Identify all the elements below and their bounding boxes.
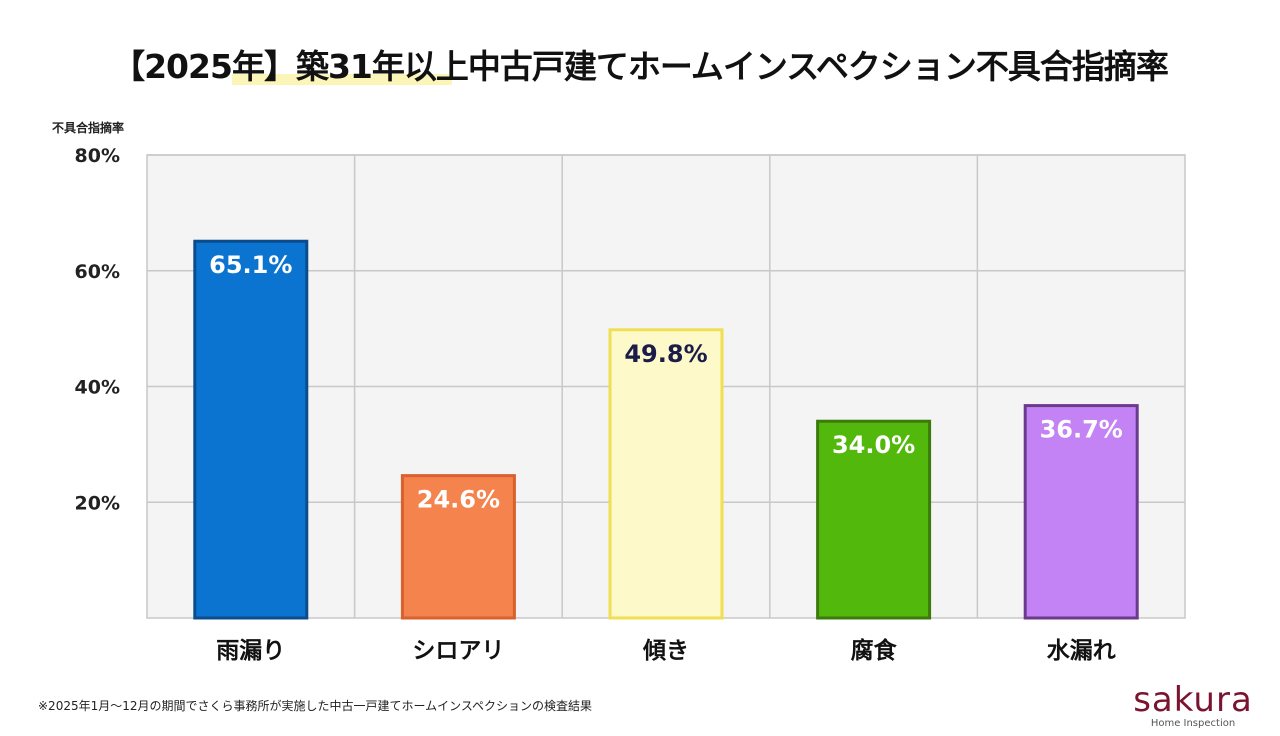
x-tick-label: シロアリ — [412, 638, 504, 664]
y-tick-label: 40% — [75, 377, 120, 399]
footnote: ※2025年1月〜12月の期間でさくら事務所が実施した中古一戸建てホームインスペ… — [38, 699, 593, 713]
data-label: 65.1% — [209, 251, 292, 279]
title-highlight — [232, 74, 452, 85]
y-tick-label: 20% — [75, 492, 120, 514]
y-tick-label: 80% — [75, 145, 120, 167]
x-tick-label: 腐食 — [851, 637, 898, 664]
y-axis-label: 不具合指摘率 — [52, 121, 125, 135]
data-label: 36.7% — [1040, 416, 1123, 444]
data-label: 24.6% — [417, 486, 500, 514]
data-label: 49.8% — [624, 340, 707, 368]
y-tick-label: 60% — [75, 261, 120, 283]
x-tick-label: 傾き — [642, 638, 689, 664]
logo: sakura Home Inspection — [1118, 682, 1268, 729]
bar — [608, 328, 724, 620]
logo-subtitle: Home Inspection — [1150, 718, 1236, 729]
logo-wordmark: sakura — [1133, 680, 1253, 720]
bar — [816, 419, 932, 620]
chart-title: 【2025年】築31年以上中古戸建てホームインスペクション不具合指摘率 — [112, 47, 1169, 86]
data-label: 34.0% — [832, 431, 915, 459]
bar — [193, 239, 309, 620]
bar — [400, 474, 516, 620]
x-tick-label: 雨漏り — [216, 638, 285, 664]
x-tick-label: 水漏れ — [1047, 638, 1116, 664]
bar — [1023, 404, 1139, 620]
